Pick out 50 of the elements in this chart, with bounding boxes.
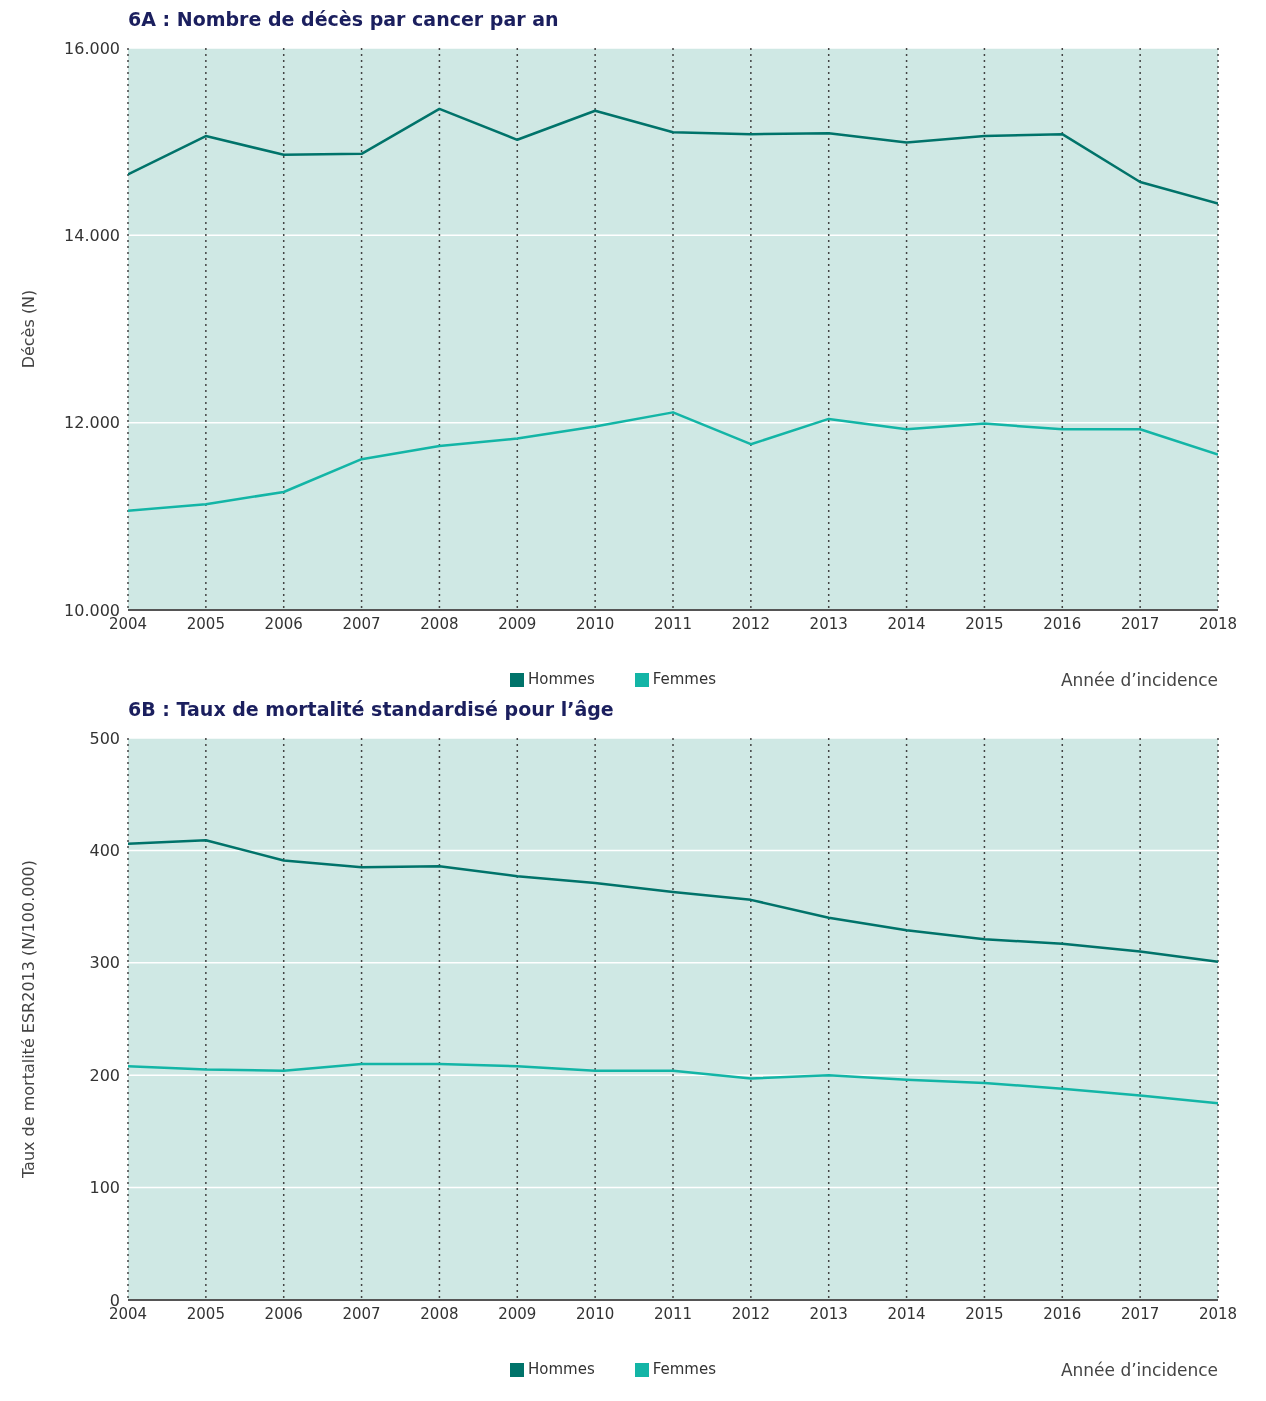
x-axis-title: Année d’incidence xyxy=(1060,1360,1218,1380)
line-series xyxy=(128,839,1218,963)
x-tick-label: 2005 xyxy=(186,1304,225,1323)
legend-label: Femmes xyxy=(652,670,717,688)
x-tick-label: 2016 xyxy=(1043,1304,1082,1323)
x-tick-label: 2017 xyxy=(1121,614,1160,633)
chart-title: 6B : Taux de mortalité standardisé pour l’âge xyxy=(128,698,614,720)
x-tick-label: 2009 xyxy=(498,614,537,633)
x-tick-label: 2016 xyxy=(1043,614,1082,633)
x-tick-label: 2007 xyxy=(342,1304,381,1323)
y-tick-label: 12.000 xyxy=(64,413,120,433)
x-tick-label: 2010 xyxy=(576,614,615,633)
x-tick-label: 2013 xyxy=(809,1304,848,1323)
line-series xyxy=(128,1062,1218,1105)
x-tick-label: 2005 xyxy=(186,614,225,633)
x-tick-label: 2013 xyxy=(809,614,848,633)
x-tick-label: 2011 xyxy=(653,1304,693,1323)
legend-label: Femmes xyxy=(652,1360,717,1378)
legend-label: Hommes xyxy=(527,670,595,688)
x-tick-label: 2012 xyxy=(731,614,770,633)
x-tick-label: 2014 xyxy=(887,614,926,633)
y-tick-label: 16.000 xyxy=(64,38,120,58)
x-tick-label: 2011 xyxy=(653,614,693,633)
y-tick-label: 300 xyxy=(89,953,120,973)
x-tick-label: 2015 xyxy=(965,1304,1004,1323)
x-tick-label: 2006 xyxy=(264,1304,303,1323)
y-tick-label: 100 xyxy=(89,1178,120,1198)
y-tick-label: 14.000 xyxy=(64,226,120,246)
line-series xyxy=(128,107,1218,205)
y-tick-label: 200 xyxy=(89,1065,120,1085)
y-tick-label: 400 xyxy=(89,841,120,861)
chart-title: 6A : Nombre de décès par cancer par an xyxy=(128,8,559,30)
x-tick-label: 2018 xyxy=(1198,1304,1238,1323)
x-tick-label: 2018 xyxy=(1198,614,1238,633)
x-tick-label: 2009 xyxy=(498,1304,537,1323)
x-tick-label: 2015 xyxy=(965,614,1004,633)
line-series xyxy=(128,411,1218,512)
x-tick-label: 2006 xyxy=(264,614,303,633)
y-axis-title: Décès (N) xyxy=(18,289,38,369)
x-tick-label: 2007 xyxy=(342,614,381,633)
x-tick-label: 2014 xyxy=(887,1304,926,1323)
x-tick-label: 2017 xyxy=(1121,1304,1160,1323)
y-axis-title: Taux de mortalité ESR2013 (N/100.000) xyxy=(18,859,38,1180)
x-tick-label: 2010 xyxy=(576,1304,615,1323)
legend-label: Hommes xyxy=(527,1360,595,1378)
x-tick-label: 2008 xyxy=(420,614,459,633)
y-tick-label: 500 xyxy=(89,728,120,748)
x-tick-label: 2008 xyxy=(420,1304,459,1323)
x-axis-title: Année d’incidence xyxy=(1060,670,1218,690)
x-tick-label: 2012 xyxy=(731,1304,770,1323)
